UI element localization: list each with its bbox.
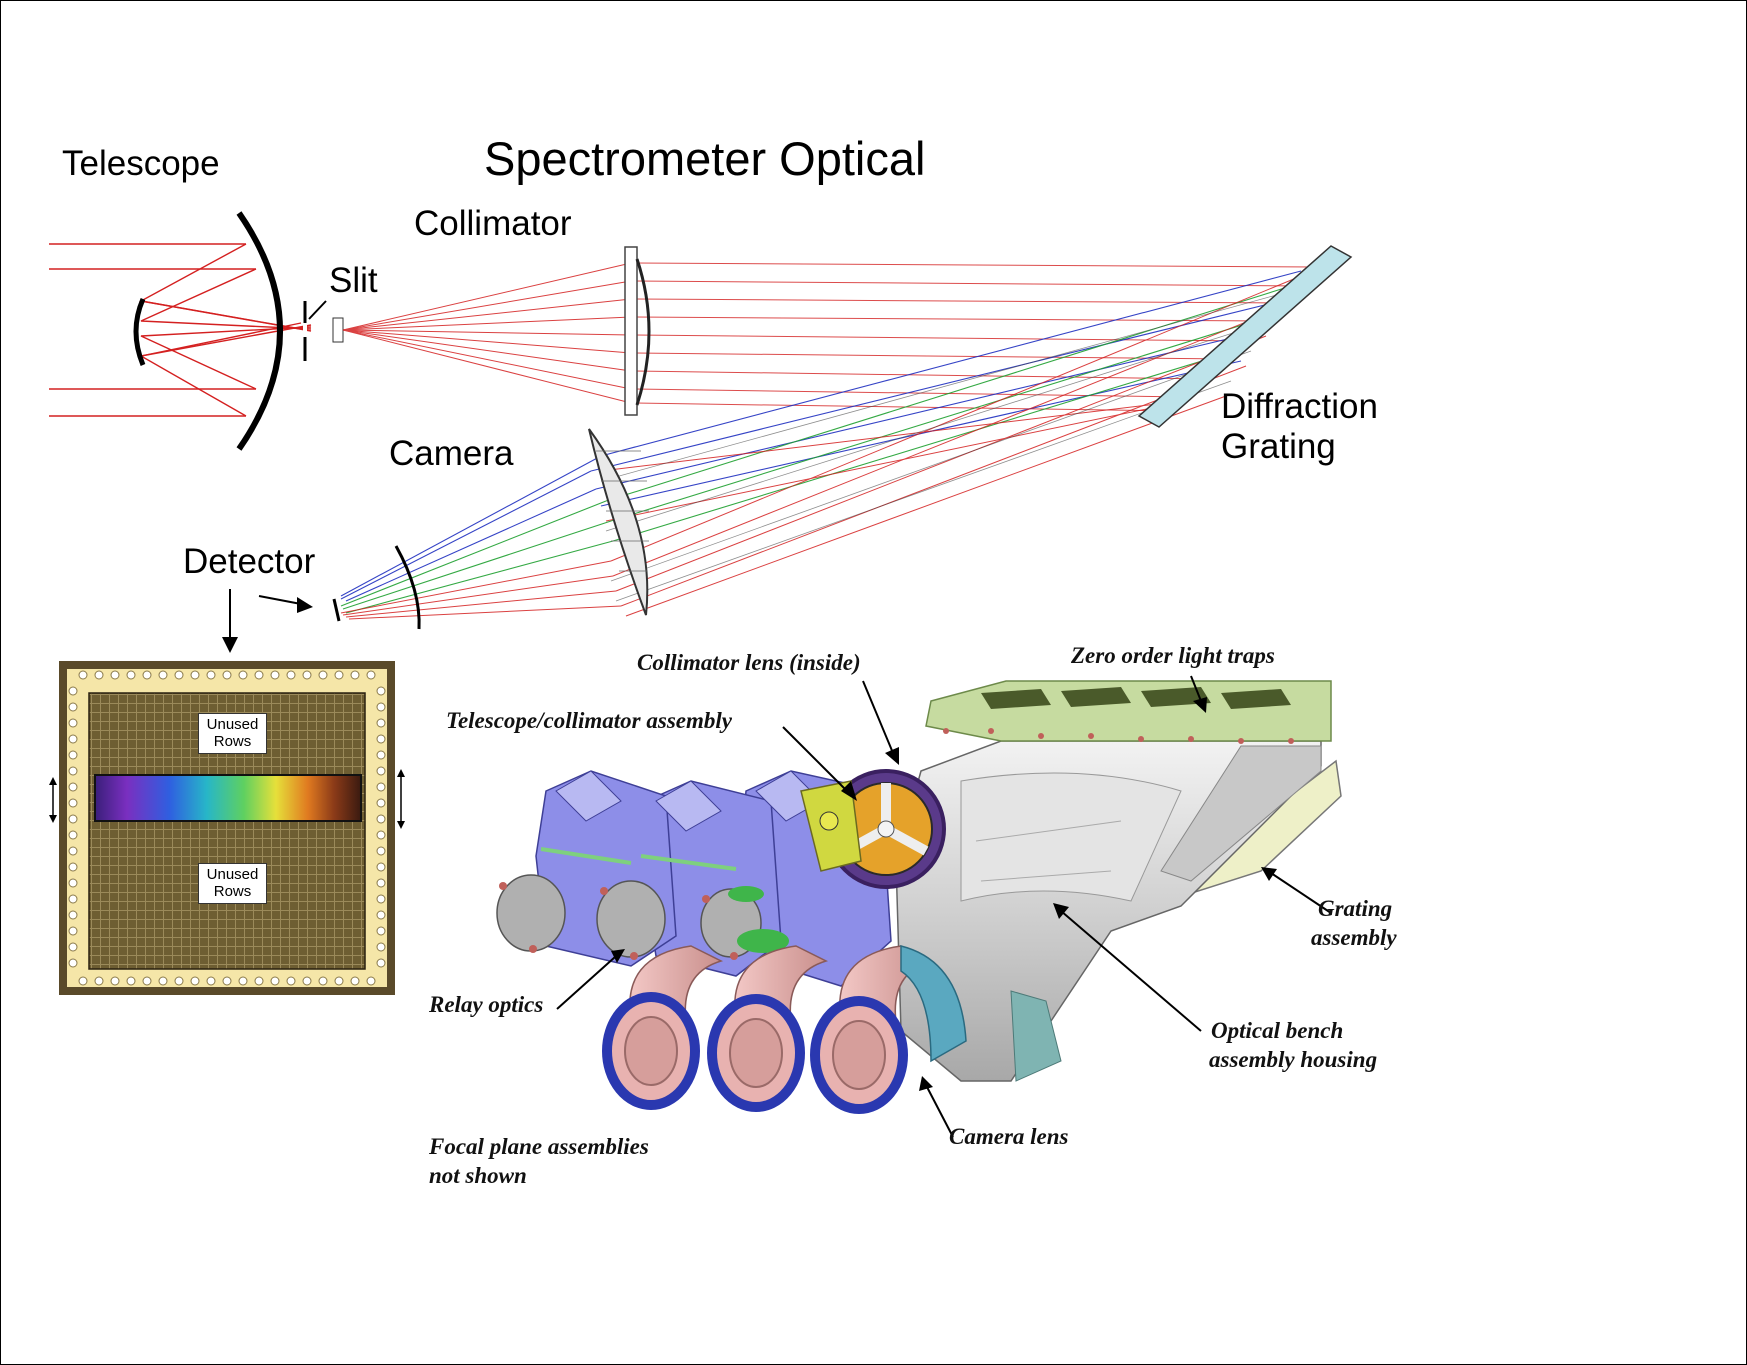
- camera-lens-1: [602, 945, 724, 1110]
- telescope-rays: [49, 243, 312, 417]
- camera-lens-large: [588, 428, 649, 616]
- collimator-rays: [342, 262, 632, 404]
- assembly-illustration: [496, 680, 1342, 1114]
- detector-chip: [59, 661, 395, 995]
- collimator-lens-curve: [635, 258, 651, 406]
- collimator-lens-label: Collimator lens (inside): [637, 650, 861, 675]
- zero-order-light-traps-label: Zero order light traps: [1071, 643, 1275, 668]
- unused-rows-top-line2: Rows: [213, 733, 252, 751]
- unused-rows-top-tag: Unused Rows: [198, 713, 267, 754]
- dispersed-rays-blue: [340, 270, 1302, 602]
- optical-bench-housing-label-line2: assembly housing: [1209, 1047, 1378, 1072]
- figure-title: Spectrometer Optical: [484, 132, 926, 185]
- leader-lines: [556, 675, 1332, 1138]
- unused-rows-top-line1: Unused: [206, 716, 259, 733]
- camera-lens-label: Camera lens: [949, 1124, 1069, 1149]
- telescope-primary-mirror: [236, 211, 283, 451]
- focal-plane-note-line2: not shown: [429, 1163, 527, 1188]
- collimator-label: Collimator: [414, 204, 572, 243]
- optical-bench-housing-label-line1: Optical bench: [1211, 1018, 1344, 1043]
- telescope-collimator-assembly-label: Telescope/collimator assembly: [446, 708, 732, 733]
- spectrum-band: [94, 774, 362, 822]
- camera-lens-small: [394, 545, 421, 630]
- unused-rows-bottom-line1: Unused: [206, 866, 259, 883]
- telescope-label: Telescope: [62, 144, 220, 183]
- slit-label: Slit: [329, 261, 378, 300]
- relay-optics-label: Relay optics: [429, 992, 544, 1017]
- detector-label: Detector: [183, 542, 316, 581]
- grating-assembly-label-line1: Grating: [1318, 896, 1393, 921]
- focal-plane-note-line1: Focal plane assemblies: [429, 1134, 649, 1159]
- collimator-lens-frame: [624, 246, 638, 416]
- diffraction-grating: [1137, 245, 1353, 428]
- unused-rows-bottom-line2: Rows: [213, 883, 252, 901]
- detector-plane: [332, 598, 341, 622]
- collimated-beam: [630, 262, 1317, 412]
- camera-lens-2: [707, 945, 829, 1112]
- dispersed-rays-green: [340, 285, 1292, 614]
- telescope-secondary-mirror: [133, 297, 146, 366]
- unused-rows-bottom-tag: Unused Rows: [198, 863, 267, 904]
- camera-label: Camera: [389, 434, 514, 473]
- diffraction-grating-label-line2: Grating: [1221, 427, 1336, 466]
- grating-assembly-label-line2: assembly: [1311, 925, 1397, 950]
- diffraction-grating-label-line1: Diffraction: [1221, 387, 1378, 426]
